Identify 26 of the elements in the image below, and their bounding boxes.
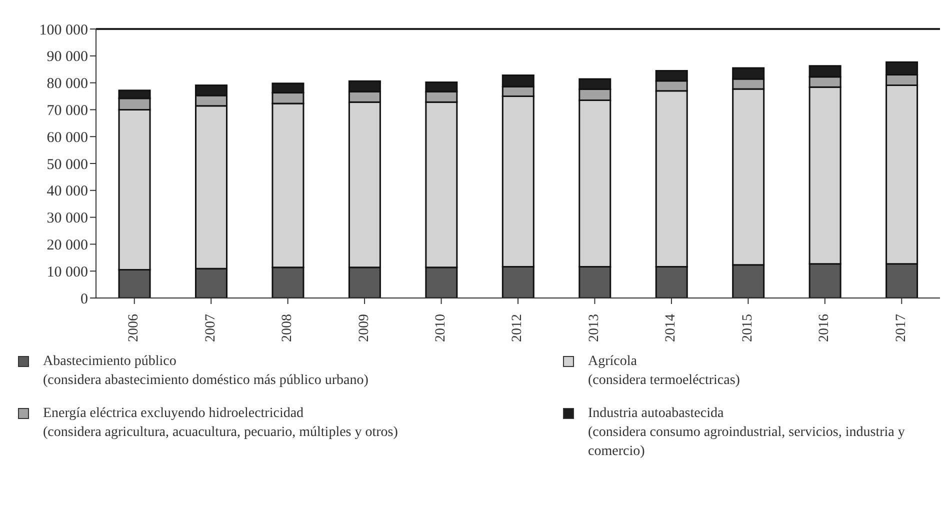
- y-tick-label: 70 000: [46, 103, 88, 120]
- x-tick-label: 2015: [740, 314, 756, 342]
- x-tick-label: 2014: [664, 314, 679, 342]
- x-tick-label: 2007: [203, 314, 218, 342]
- y-tick-label: 10 000: [46, 264, 88, 280]
- y-tick-label: 90 000: [46, 49, 88, 66]
- y-tick-label: 60 000: [46, 130, 88, 146]
- legend-label: Abastecimiento público (considera abastecimiento doméstico más público urbano): [43, 353, 368, 390]
- x-tick-label: 2017: [894, 314, 909, 342]
- y-tick-label: 40 000: [46, 184, 88, 200]
- y-tick-label: 20 000: [46, 238, 88, 254]
- x-tick-label: 2008: [280, 314, 296, 342]
- x-tick-label: 2012: [510, 314, 526, 342]
- y-tick-label: 0: [80, 291, 88, 308]
- x-tick-label: 2013: [586, 314, 602, 342]
- legend-label: Agrícola (considera termoeléctricas): [588, 353, 740, 390]
- x-tick-label: 2010: [433, 314, 448, 342]
- y-tick-label: 50 000: [46, 156, 88, 173]
- y-tick-label: 80 000: [46, 76, 88, 92]
- x-tick-label: 2009: [356, 314, 372, 342]
- y-tick-label: 30 000: [46, 210, 88, 227]
- legend-label: Energía eléctrica excluyendo hidroelectricidad (considera agricultura, acuacultura, pecuario, múltiples y otros): [43, 405, 398, 442]
- x-tick-label: 2016: [817, 314, 832, 342]
- x-tick-label: 2006: [126, 314, 142, 342]
- legend-label: Industria autoabastecida (considera consumo agroindustrial, servicios, industria y comercio): [588, 405, 906, 461]
- y-tick-label: 100 000: [39, 22, 88, 38]
